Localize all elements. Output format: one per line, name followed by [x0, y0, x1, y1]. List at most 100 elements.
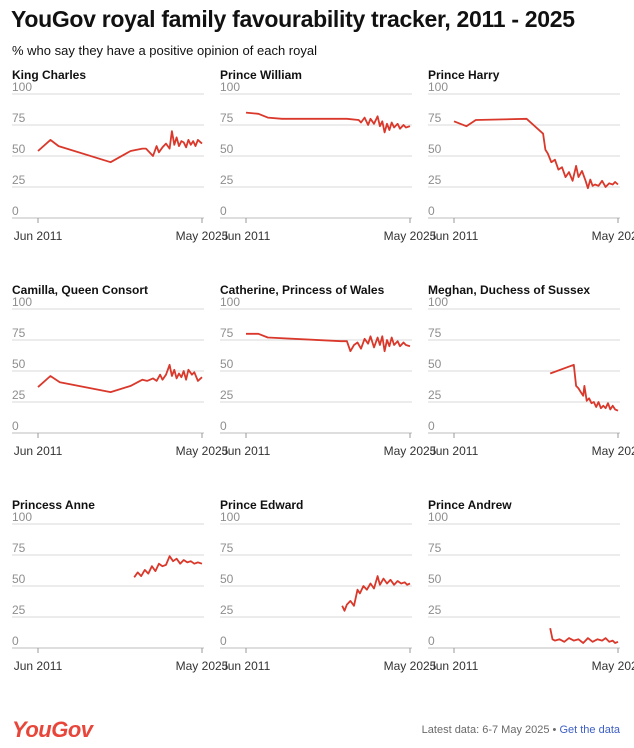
x-tick-label: May 2025: [592, 229, 634, 243]
footer-note: Latest data: 6-7 May 2025 • Get the data: [422, 724, 620, 736]
y-tick-label: 0: [12, 419, 19, 433]
y-tick-label: 25: [220, 388, 234, 402]
x-tick-label: Jun 2011: [222, 659, 271, 673]
chart-panel: Prince William 0 25 50 75 100 Jun 2011 May 2025: [220, 68, 437, 278]
y-tick-label: 100: [12, 295, 32, 309]
y-tick-label: 75: [12, 541, 26, 555]
y-tick-label: 25: [428, 603, 442, 617]
x-tick-label: Jun 2011: [430, 444, 479, 458]
x-tick-label: May 2025: [592, 444, 634, 458]
y-tick-label: 25: [12, 173, 26, 187]
y-tick-label: 100: [428, 295, 448, 309]
x-tick-label: Jun 2011: [14, 659, 63, 673]
footer-separator: •: [549, 724, 560, 736]
y-tick-label: 50: [12, 357, 26, 371]
chart-title: Meghan, Duchess of Sussex: [428, 283, 591, 297]
chart-title: Princess Anne: [12, 498, 95, 512]
chart-panel: King Charles 0 25 50 75 100 Jun 2011 May 2025: [12, 68, 229, 278]
line-chart: 0 25 50 75 100 Jun 2011 May 2025: [428, 295, 634, 458]
y-tick-label: 50: [428, 142, 442, 156]
x-tick-label: May 2025: [384, 444, 437, 458]
y-tick-label: 75: [220, 111, 234, 125]
x-tick-label: Jun 2011: [222, 444, 271, 458]
y-tick-label: 0: [12, 634, 19, 648]
y-tick-label: 25: [428, 388, 442, 402]
series-line: [549, 363, 619, 412]
line-chart: 0 25 50 75 100 Jun 2011 May 2025: [428, 80, 634, 243]
series-line: [245, 111, 411, 134]
y-tick-label: 0: [428, 634, 435, 648]
y-tick-label: 100: [12, 80, 32, 94]
page-title: YouGov royal family favourability tracke…: [11, 6, 575, 32]
y-tick-label: 50: [220, 572, 234, 586]
y-tick-label: 25: [220, 173, 234, 187]
x-tick-label: May 2025: [592, 659, 634, 673]
chart-title: Prince Harry: [428, 68, 500, 82]
chart-title: King Charles: [12, 68, 87, 82]
series-line: [37, 130, 203, 164]
y-tick-label: 75: [12, 111, 26, 125]
line-chart: 0 25 50 75 100 Jun 2011 May 2025: [220, 510, 437, 673]
y-tick-label: 50: [12, 142, 26, 156]
x-tick-label: May 2025: [176, 444, 229, 458]
x-tick-label: Jun 2011: [14, 444, 63, 458]
y-tick-label: 25: [220, 603, 234, 617]
chart-title: Prince William: [220, 68, 302, 82]
chart-title: Catherine, Princess of Wales: [220, 283, 385, 297]
series-line: [37, 363, 203, 393]
y-tick-label: 75: [428, 111, 442, 125]
y-tick-label: 100: [428, 80, 448, 94]
series-line: [341, 575, 411, 612]
chart-panel: Catherine, Princess of Wales 0 25 50 75 100 Ju…: [220, 283, 437, 493]
chart-panel: Prince Andrew 0 25 50 75 100 Jun 2011 May 2025: [428, 498, 634, 708]
y-tick-label: 100: [220, 510, 240, 524]
y-tick-label: 25: [12, 388, 26, 402]
y-tick-label: 75: [428, 326, 442, 340]
y-tick-label: 75: [220, 541, 234, 555]
series-line: [133, 555, 203, 578]
x-tick-label: May 2025: [176, 659, 229, 673]
y-tick-label: 0: [428, 419, 435, 433]
x-tick-label: Jun 2011: [14, 229, 63, 243]
chart-title: Prince Edward: [220, 498, 304, 512]
chart-panel: Prince Harry 0 25 50 75 100 Jun 2011 May 2025: [428, 68, 634, 278]
x-tick-label: Jun 2011: [430, 229, 479, 243]
chart-panel: Meghan, Duchess of Sussex 0 25 50 75 100 Jun 2…: [428, 283, 634, 493]
y-tick-label: 100: [220, 295, 240, 309]
y-tick-label: 50: [428, 572, 442, 586]
series-line: [246, 332, 411, 353]
chart-panel: Princess Anne 0 25 50 75 100 Jun 2011 May 2025: [12, 498, 229, 708]
x-tick-label: May 2025: [384, 659, 437, 673]
y-tick-label: 0: [12, 204, 19, 218]
x-tick-label: Jun 2011: [222, 229, 271, 243]
series-line: [549, 628, 619, 644]
line-chart: 0 25 50 75 100 Jun 2011 May 2025: [220, 295, 437, 458]
line-chart: 0 25 50 75 100 Jun 2011 May 2025: [12, 295, 229, 458]
chart-title: Prince Andrew: [428, 498, 512, 512]
y-tick-label: 100: [12, 510, 32, 524]
chart-panel: Camilla, Queen Consort 0 25 50 75 100 Jun 2011…: [12, 283, 229, 493]
line-chart: 0 25 50 75 100 Jun 2011 May 2025: [12, 80, 229, 243]
x-tick-label: May 2025: [176, 229, 229, 243]
yougov-logo: YouGov: [12, 717, 93, 742]
get-the-data-link[interactable]: Get the data: [559, 724, 620, 736]
y-tick-label: 25: [12, 603, 26, 617]
series-line: [453, 117, 619, 190]
y-tick-label: 25: [428, 173, 442, 187]
y-tick-label: 0: [220, 634, 227, 648]
line-chart: 0 25 50 75 100 Jun 2011 May 2025: [12, 510, 229, 673]
y-tick-label: 75: [428, 541, 442, 555]
line-chart: 0 25 50 75 100 Jun 2011 May 2025: [220, 80, 437, 243]
y-tick-label: 0: [220, 204, 227, 218]
y-tick-label: 50: [12, 572, 26, 586]
y-tick-label: 0: [428, 204, 435, 218]
y-tick-label: 100: [220, 80, 240, 94]
y-tick-label: 50: [220, 142, 234, 156]
chart-panel: Prince Edward 0 25 50 75 100 Jun 2011 May 2025: [220, 498, 437, 708]
y-tick-label: 50: [220, 357, 234, 371]
y-tick-label: 75: [12, 326, 26, 340]
y-tick-label: 50: [428, 357, 442, 371]
latest-data-text: Latest data: 6-7 May 2025: [421, 724, 550, 736]
y-tick-label: 0: [220, 419, 227, 433]
y-tick-label: 100: [428, 510, 448, 524]
